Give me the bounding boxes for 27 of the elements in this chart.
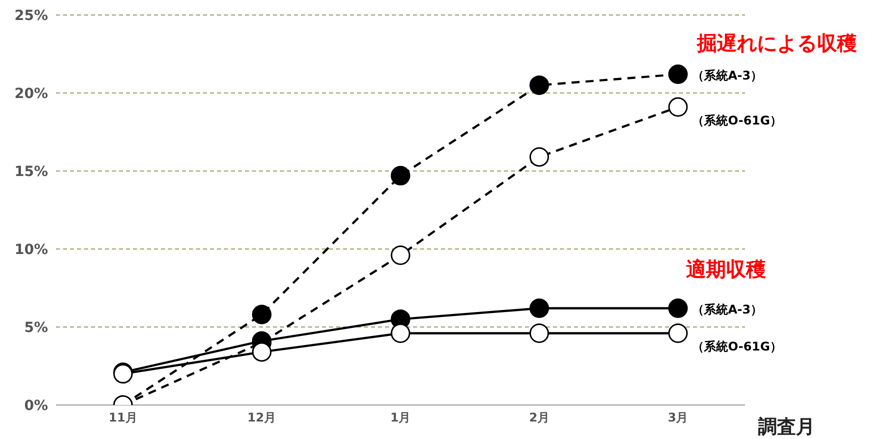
y-tick-label: 10% xyxy=(14,242,48,258)
y-tick-label: 25% xyxy=(14,8,48,24)
annotation: 掘遅れによる収穫 xyxy=(697,30,857,57)
x-tick-label: 2月 xyxy=(529,410,550,425)
point xyxy=(390,166,410,186)
point xyxy=(668,298,688,318)
series-label: （系統A-3） xyxy=(692,302,763,317)
point xyxy=(530,75,549,95)
point xyxy=(252,304,272,324)
y-tick-label: 5% xyxy=(24,320,48,336)
x-tick-label: 11月 xyxy=(108,410,138,425)
x-axis-title: 調査月 xyxy=(758,415,815,439)
point xyxy=(390,323,410,343)
series-label: （系統O-61G） xyxy=(692,340,782,354)
series-label: （系統O-61G） xyxy=(692,113,782,128)
x-tick-label: 12月 xyxy=(247,410,276,425)
x-tick-label: 3月 xyxy=(668,410,688,425)
point xyxy=(668,64,688,84)
point xyxy=(252,342,272,362)
annotation: 適期収穫 xyxy=(686,256,766,283)
y-tick-label: 15% xyxy=(14,164,48,180)
point xyxy=(530,323,549,343)
point xyxy=(530,298,549,318)
y-tick-label: 0% xyxy=(24,398,48,414)
y-tick-label: 20% xyxy=(14,86,48,102)
x-tick-label: 1月 xyxy=(390,410,411,425)
series-label: （系統A-3） xyxy=(692,68,763,83)
